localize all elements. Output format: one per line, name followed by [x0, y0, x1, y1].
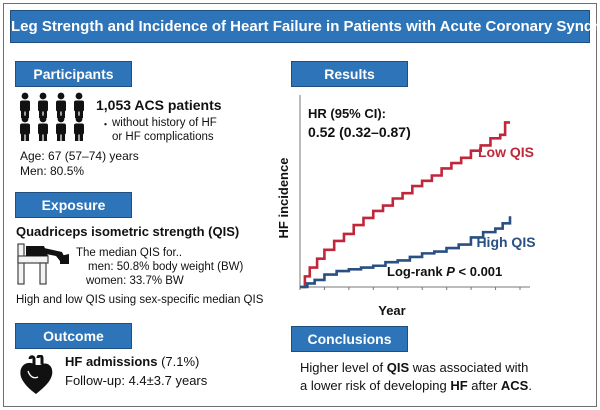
logrank-post: < 0.001 — [455, 264, 502, 279]
y-axis-label: HF incidence — [276, 158, 291, 239]
hr-value: 0.52 (0.32–0.87) — [308, 124, 411, 140]
participants-criteria-line1: without history of HF — [112, 117, 217, 129]
outcome-followup: Follow-up: 4.4±3.7 years — [65, 373, 208, 388]
slide-frame — [3, 3, 597, 407]
page-title: Leg Strength and Incidence of Heart Fail… — [10, 10, 600, 43]
conclusion-line-1: Higher level of QIS was associated with — [300, 360, 528, 375]
results-header: Results — [291, 61, 408, 87]
logrank-p: P — [446, 264, 455, 279]
exposure-women-value: women: 33.7% BW — [86, 275, 184, 287]
logrank-pre: Log-rank — [387, 264, 446, 279]
conclusion-qis: QIS — [386, 360, 410, 375]
conclusion-text: after — [467, 378, 501, 393]
conclusion-acs: ACS — [500, 378, 529, 393]
participants-header: Participants — [15, 61, 132, 87]
exposure-grouping: High and low QIS using sex-specific medi… — [16, 294, 264, 306]
legend-low-qis: Low QIS — [478, 144, 534, 160]
conclusion-line-2: a lower risk of developing HF after ACS. — [300, 378, 532, 393]
exposure-header: Exposure — [15, 192, 132, 218]
participants-count: 1,053 ACS patients — [96, 97, 222, 113]
outcome-label-rest: (7.1%) — [157, 354, 200, 369]
exposure-measure: Quadriceps isometric strength (QIS) — [16, 224, 240, 239]
conclusion-text: was associated with — [409, 360, 529, 375]
x-axis-label: Year — [378, 303, 405, 318]
participants-age: Age: 67 (57–74) years — [20, 149, 139, 163]
outcome-hf-admissions: HF admissions (7.1%) — [65, 354, 199, 369]
participants-bullet: ・ — [100, 119, 111, 131]
low-qis-curve — [300, 121, 510, 289]
leg-chair-icon — [17, 243, 69, 285]
high-qis-curve — [300, 216, 512, 289]
conclusion-text: Higher level of — [300, 360, 387, 375]
outcome-header: Outcome — [15, 323, 132, 349]
outcome-label-bold: HF admissions — [65, 354, 158, 369]
participants-criteria-line2: or HF complications — [112, 131, 214, 143]
conclusion-text: . — [528, 378, 532, 393]
exposure-median-intro: The median QIS for.. — [76, 247, 183, 259]
people-icon — [20, 92, 84, 141]
km-chart-svg: HF incidence Year HR (95% CI): 0.52 (0.3… — [276, 95, 536, 318]
conclusion-text: a lower risk of developing — [300, 378, 451, 393]
km-chart: HF incidence Year HR (95% CI): 0.52 (0.3… — [270, 90, 580, 325]
x-axis-ticks — [299, 287, 521, 290]
km-series-lines — [300, 121, 512, 289]
hr-label: HR (95% CI): — [308, 106, 386, 121]
logrank-text: Log-rank P < 0.001 — [387, 264, 502, 279]
legend-high-qis: High QIS — [476, 234, 535, 250]
conclusion-hf: HF — [450, 378, 468, 393]
conclusions-header: Conclusions — [291, 326, 408, 352]
heart-icon — [20, 355, 53, 394]
participants-men: Men: 80.5% — [20, 164, 85, 178]
exposure-men-value: men: 50.8% body weight (BW) — [88, 261, 244, 273]
